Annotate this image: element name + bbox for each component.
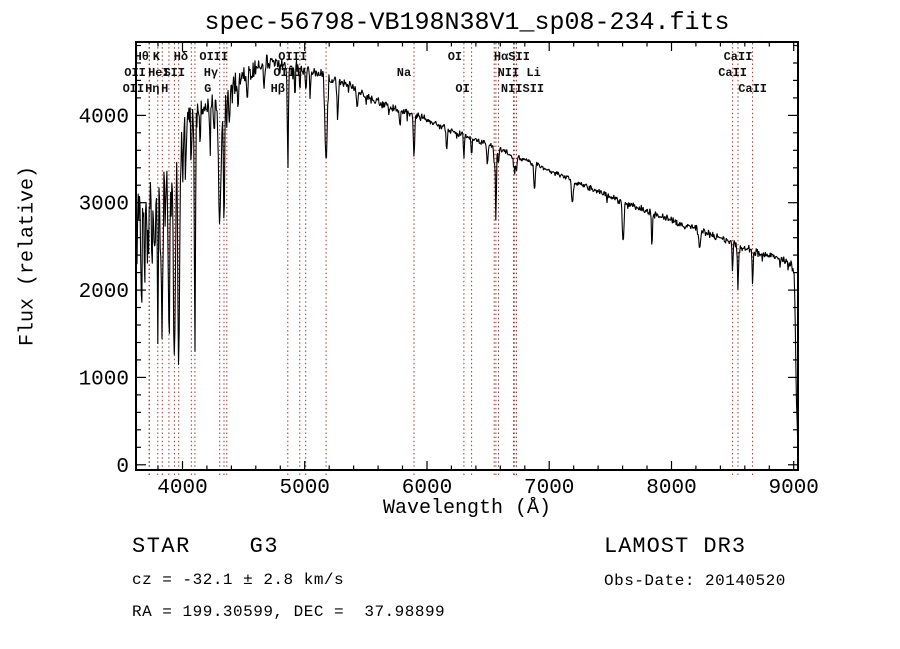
spectral-line-label: OII — [123, 82, 145, 96]
y-tick-label: 4000 — [79, 106, 129, 129]
star-classification: STAR G3 — [132, 534, 280, 559]
spectral-line-label: Hθ — [135, 50, 149, 64]
x-tick-label: 6000 — [402, 477, 452, 500]
x-tick-label: 7000 — [524, 477, 574, 500]
plot-frame — [135, 41, 799, 471]
spectral-line-label: Hδ — [174, 50, 188, 64]
y-tick-label: 1000 — [79, 368, 129, 391]
spectral-line-label: NII Li — [498, 66, 541, 80]
x-tick-label: 5000 — [279, 477, 329, 500]
spectral-line-label: K — [153, 50, 161, 64]
spectral-line-label: OI — [455, 82, 469, 96]
spectral-line-label: CaII — [718, 66, 747, 80]
survey-release-label: LAMOST DR3 — [604, 534, 747, 559]
y-tick-label: 0 — [116, 456, 129, 479]
plot-title: spec-56798-VB198N38V1_sp08-234.fits — [204, 8, 730, 37]
spectral-line-label: OIII — [199, 50, 228, 64]
spectral-line-label: OIII — [278, 50, 307, 64]
observation-date: Obs-Date: 20140520 — [604, 572, 786, 590]
spectral-line-label: NIISII — [501, 82, 544, 96]
y-tick-label: 2000 — [79, 281, 129, 304]
spectral-line-label: SII — [163, 66, 185, 80]
spectrum-trace — [135, 54, 799, 445]
spectral-line-label: Na — [397, 66, 411, 80]
spectral-line-label: Hβ — [271, 82, 285, 96]
ra-dec-coordinates: RA = 199.30599, DEC = 37.98899 — [132, 603, 446, 621]
x-tick-label: 8000 — [646, 477, 696, 500]
y-tick-label: 3000 — [79, 194, 129, 217]
spectral-line-label: CaII — [724, 50, 753, 64]
spectral-line-label: Hγ — [204, 66, 218, 80]
spectral-line-label: G — [204, 82, 211, 96]
spectral-line-label: CaII — [738, 82, 767, 96]
spectral-line-label: Hη — [145, 82, 159, 96]
x-axis-label: Wavelength (Å) — [382, 497, 552, 520]
spectral-line-label: HαSII — [494, 50, 530, 64]
x-tick-label: 4000 — [157, 477, 207, 500]
spectral-line-label: HeI — [148, 66, 170, 80]
spectral-line-label: H — [161, 82, 168, 96]
spectral-line-label: OI — [448, 50, 462, 64]
x-tick-label: 9000 — [768, 477, 818, 500]
y-axis-label: Flux (relative) — [16, 165, 40, 347]
radial-velocity-value: cz = -32.1 ± 2.8 km/s — [132, 571, 345, 589]
